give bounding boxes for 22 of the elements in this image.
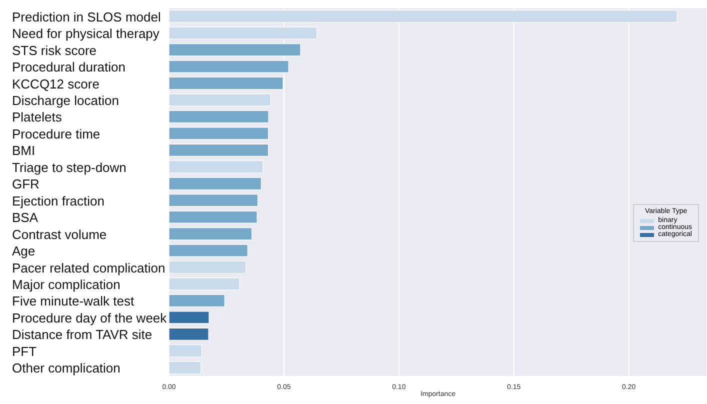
y-tick-label: PFT [12,344,37,359]
y-tick-label: KCCQ12 score [12,76,100,92]
y-tick-label: Five minute-walk test [12,294,134,309]
y-tick-label: Pacer related complication [12,260,166,276]
y-tick-label: Need for physical therapy [12,26,160,42]
y-tick-label: Ejection fraction [12,193,104,208]
y-tick-label: GFR [12,176,40,192]
y-tick-label: Major complication [12,277,120,292]
y-tick-label: STS risk score [12,42,97,58]
y-tick-label: Triage to step-down [12,160,126,175]
y-tick-label: Discharge location [12,93,119,108]
y-tick-label: Contrast volume [12,226,107,242]
y-tick-label: Procedure day of the week [12,310,168,326]
y-tick-label: Other complication [12,360,120,376]
y-tick-label: Platelets [12,110,62,125]
y-tick-label: Procedural duration [12,60,126,75]
y-tick-label: Age [12,244,36,259]
y-tick-label: Distance from TAVR site [12,327,152,342]
y-tick-label: BMI [12,143,36,158]
y-tick-label: Prediction in SLOS model [12,9,161,24]
y-tick-label: BSA [12,210,38,226]
y-tick-label: Procedure time [12,126,100,142]
